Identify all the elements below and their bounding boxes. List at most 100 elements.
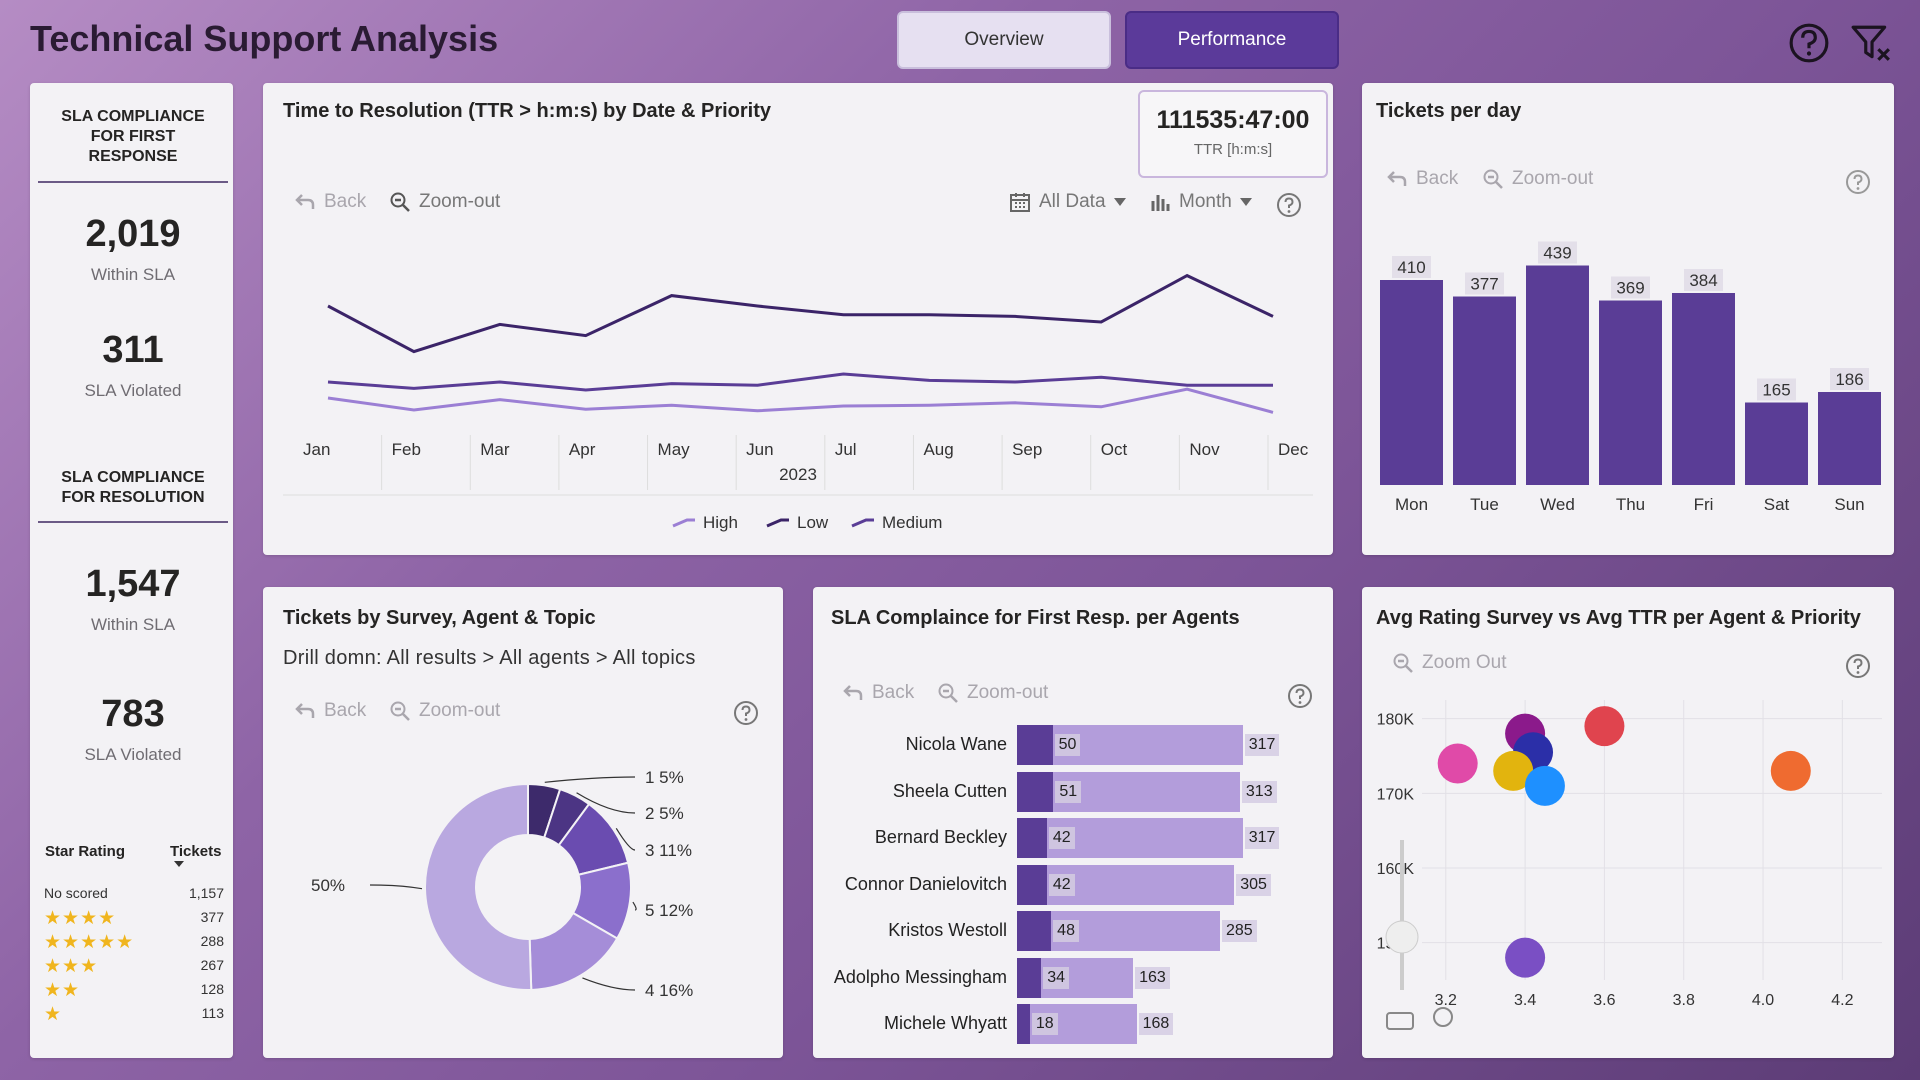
help-icon[interactable] <box>1276 192 1302 218</box>
zoom-out-button[interactable]: Zoom-out <box>1482 168 1593 190</box>
back-button[interactable]: Back <box>1386 168 1458 190</box>
zoom-out-button[interactable]: Zoom-out <box>389 700 500 722</box>
clear-filter-icon[interactable] <box>1850 22 1892 64</box>
back-arrow-icon <box>1387 171 1407 186</box>
x-tick-label: Tue <box>1470 495 1499 514</box>
help-icon[interactable] <box>733 700 759 726</box>
table-row[interactable]: No scored 1,157 <box>44 883 224 907</box>
data-label: 317 <box>1244 734 1280 756</box>
data-label: 163 <box>1135 966 1170 989</box>
back-button[interactable]: Back <box>842 682 914 704</box>
ticket-count: 288 <box>200 933 224 949</box>
help-icon[interactable] <box>1845 169 1871 195</box>
calendar-icon <box>1010 193 1030 212</box>
back-arrow-icon <box>295 194 315 209</box>
x-tick-label: Feb <box>392 440 421 459</box>
table-row[interactable]: ★★★ 267 <box>44 955 224 979</box>
bar-within[interactable] <box>1017 818 1047 858</box>
ttr-panel-title: Time to Resolution (TTR > h:m:s) by Date… <box>283 100 772 122</box>
x-tick-label: Thu <box>1616 495 1645 514</box>
survey-donut-chart[interactable]: 1 5% 2 5% 3 11% 5 12% 4 16% 50% <box>263 740 783 1050</box>
bar-within[interactable] <box>1017 771 1054 812</box>
y-tick-label: 160K <box>1377 861 1415 878</box>
x-tick-label: 3.6 <box>1593 992 1615 1009</box>
help-icon[interactable] <box>1287 683 1313 709</box>
tickets-per-day-chart[interactable]: 410 Mon 377 Tue 439 Wed 369 Thu 384 Fri 165 Sat 186 S… <box>1362 230 1894 520</box>
ticket-count: 1,157 <box>188 885 224 901</box>
data-label: 313 <box>1241 780 1277 803</box>
tab-performance[interactable]: Performance <box>1125 11 1339 69</box>
first-response-violated-label: SLA Violated <box>84 381 182 400</box>
data-label: 168 <box>1138 1013 1174 1035</box>
slice-label: 2 5% <box>645 804 684 823</box>
leader-line <box>544 776 636 783</box>
x-tick-label: May <box>658 440 691 459</box>
data-label: 51 <box>1055 780 1082 803</box>
sla-kpi-panel: SLA COMPLIANCE FOR FIRST RESPONSE 2,019 … <box>30 83 233 1058</box>
back-button[interactable]: Back <box>294 191 366 213</box>
zoom-out-button[interactable]: Zoom-out <box>389 191 500 213</box>
resolution-within-label: Within SLA <box>90 615 176 634</box>
resolution-within-value: 1,547 <box>85 563 181 605</box>
x-tick-label: 3.2 <box>1435 992 1457 1009</box>
scatter-point <box>1584 706 1625 747</box>
star-rating-header[interactable]: Star Rating <box>45 843 126 860</box>
scatter-title: Avg Rating Survey vs Avg TTR per Agent &… <box>1376 607 1861 629</box>
data-label: 186 <box>1835 370 1863 389</box>
star-icons: ★ <box>44 1004 63 1025</box>
tab-overview[interactable]: Overview <box>897 11 1111 69</box>
agent-name-label: Connor Danielovitch <box>844 873 1007 894</box>
bar-within[interactable] <box>1017 864 1047 905</box>
bar-within[interactable] <box>1017 911 1052 951</box>
bar-chart-icon <box>1151 195 1170 211</box>
data-label: 439 <box>1543 244 1571 263</box>
ticket-count: 267 <box>200 957 224 973</box>
zoom-out-icon <box>390 192 410 212</box>
x-tick-label: Oct <box>1101 440 1128 459</box>
month-dropdown[interactable]: Month <box>1149 191 1252 213</box>
table-row[interactable]: ★★★★★ 288 <box>44 931 224 955</box>
leader-line <box>632 901 637 911</box>
table-row[interactable]: ★★★★ 377 <box>44 907 224 931</box>
table-row[interactable]: ★ 113 <box>44 1003 224 1027</box>
data-label: 369 <box>1616 279 1644 298</box>
ticket-count: 377 <box>200 909 224 925</box>
divider <box>38 521 228 523</box>
rating-vs-ttr-scatter[interactable]: 150K160K170K180K3.23.43.63.84.04.2 <box>1362 680 1894 1050</box>
scatter-point <box>1437 743 1478 784</box>
bar-within[interactable] <box>1017 725 1053 765</box>
scatter-point <box>1770 750 1811 791</box>
bar-within[interactable] <box>1017 1004 1030 1044</box>
lasso-icon <box>1433 1007 1453 1027</box>
bar-total[interactable] <box>1017 771 1240 812</box>
x-tick-label: Aug <box>923 440 953 459</box>
zoom-out-button[interactable]: Zoom Out <box>1392 652 1506 674</box>
table-row[interactable]: ★★ 128 <box>44 979 224 1003</box>
data-label-bg <box>1830 368 1869 390</box>
ttr-line-chart[interactable]: Jan Feb Mar Apr May Jun Jul Aug Sep Oct Nov Dec 2023… <box>263 230 1333 550</box>
data-label: 305 <box>1236 873 1271 896</box>
all-data-dropdown[interactable]: All Data <box>1009 191 1126 213</box>
ttr-card-value: 111535:47:00 <box>1156 106 1310 134</box>
series-line-high <box>327 387 1274 414</box>
back-arrow-icon <box>295 703 315 718</box>
first-response-violated-value: 311 <box>102 329 164 371</box>
help-icon[interactable] <box>1845 653 1871 679</box>
back-button[interactable]: Back <box>294 700 366 722</box>
tickets-header[interactable]: Tickets <box>170 843 222 860</box>
legend-label: Low <box>797 513 829 532</box>
bar-within[interactable] <box>1017 957 1042 998</box>
help-circle-icon[interactable] <box>1788 22 1830 64</box>
scatter-point <box>1524 765 1565 806</box>
bar-mon <box>1380 280 1443 485</box>
donut-slice <box>424 782 533 991</box>
agent-name-label: Nicola Wane <box>905 734 1007 754</box>
zoom-out-button[interactable]: Zoom-out <box>937 682 1048 704</box>
x-tick-label: 4.0 <box>1752 992 1774 1009</box>
scatter-panel <box>1362 587 1894 1058</box>
bar-sun <box>1818 392 1881 485</box>
x-tick-label: 3.4 <box>1514 992 1536 1009</box>
first-response-within-label: Within SLA <box>90 265 176 284</box>
bar-tue <box>1453 296 1516 485</box>
data-label: 34 <box>1043 966 1069 989</box>
